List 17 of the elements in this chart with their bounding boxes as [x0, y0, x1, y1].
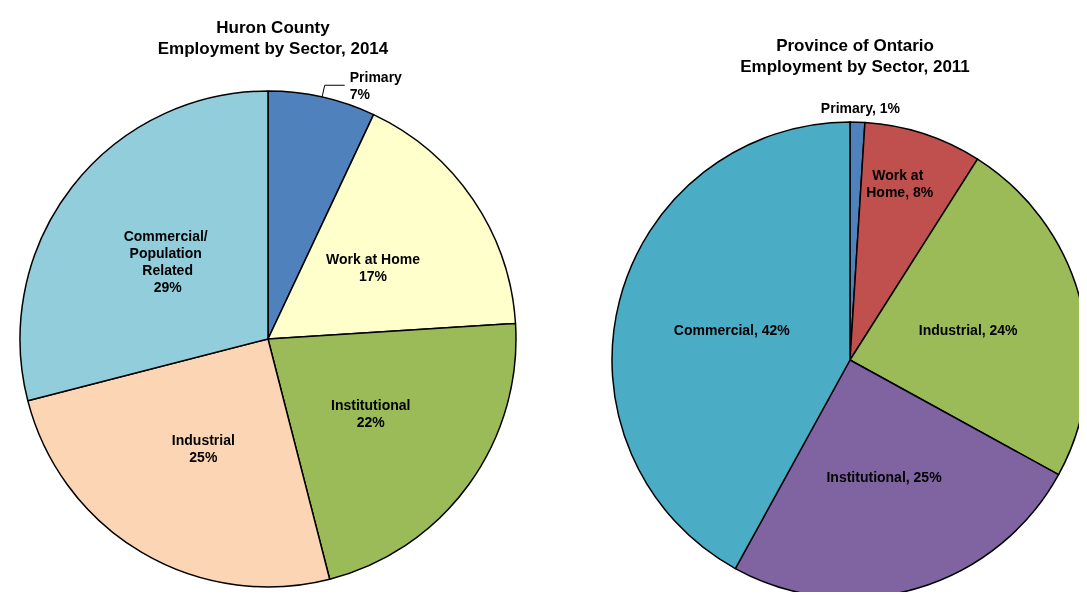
- slice-label: Industrial: [171, 431, 235, 448]
- slice-label: Industrial, 24%: [918, 321, 1019, 338]
- chart-title: Huron County Employment by Sector, 2014: [157, 18, 389, 58]
- data-label: 7%: [349, 85, 371, 102]
- slice-label: Institutional, 25%: [826, 469, 943, 486]
- slice-label: Work at Home: [326, 251, 421, 268]
- slice-label: Commercial/ Population Related: [123, 227, 212, 278]
- data-label: 22%: [356, 414, 386, 431]
- data-label: 17%: [359, 268, 388, 285]
- data-label: 25%: [189, 448, 218, 465]
- slice-label: Primary: [349, 68, 403, 85]
- slice-label: Work at Home, 8%: [866, 167, 934, 201]
- chart-title: Province of Ontario Employment by Sector, 2011: [740, 36, 970, 76]
- data-label: 29%: [153, 278, 183, 295]
- slice-label: Commercial, 42%: [673, 321, 791, 338]
- slice-label: Primary, 1%: [820, 100, 901, 117]
- slice-label: Institutional: [331, 397, 411, 414]
